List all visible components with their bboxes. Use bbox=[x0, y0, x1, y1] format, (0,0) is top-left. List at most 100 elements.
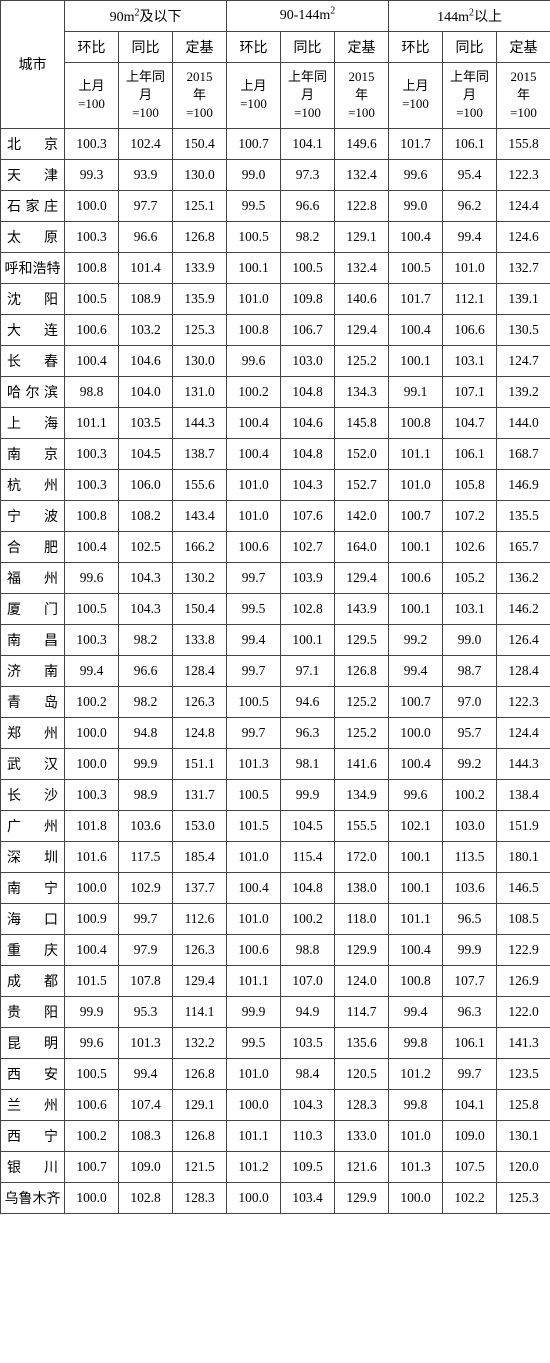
value-cell: 100.5 bbox=[281, 252, 335, 283]
table-row: 长沙100.398.9131.7100.599.9134.999.6100.21… bbox=[1, 779, 550, 810]
value-cell: 98.8 bbox=[65, 376, 119, 407]
value-cell: 101.0 bbox=[227, 469, 281, 500]
value-cell: 122.3 bbox=[497, 159, 550, 190]
value-cell: 100.8 bbox=[65, 500, 119, 531]
table-row: 海口100.999.7112.6101.0100.2118.0101.196.5… bbox=[1, 903, 550, 934]
value-cell: 100.2 bbox=[65, 1120, 119, 1151]
value-cell: 101.3 bbox=[389, 1151, 443, 1182]
table-row: 南昌100.398.2133.899.4100.1129.599.299.012… bbox=[1, 624, 550, 655]
city-cell: 北京 bbox=[1, 128, 65, 159]
value-cell: 112.1 bbox=[443, 283, 497, 314]
value-cell: 124.8 bbox=[173, 717, 227, 748]
value-cell: 109.5 bbox=[281, 1151, 335, 1182]
value-cell: 106.1 bbox=[443, 1027, 497, 1058]
value-cell: 143.9 bbox=[335, 593, 389, 624]
city-cell: 福州 bbox=[1, 562, 65, 593]
city-cell: 郑州 bbox=[1, 717, 65, 748]
value-cell: 99.6 bbox=[65, 1027, 119, 1058]
value-cell: 100.6 bbox=[227, 531, 281, 562]
header-sub: 定基 bbox=[497, 32, 550, 63]
value-cell: 101.7 bbox=[389, 128, 443, 159]
city-cell: 西安 bbox=[1, 1058, 65, 1089]
value-cell: 126.3 bbox=[173, 934, 227, 965]
city-cell: 呼和浩特 bbox=[1, 252, 65, 283]
value-cell: 113.5 bbox=[443, 841, 497, 872]
header-base: 上月=100 bbox=[65, 63, 119, 129]
value-cell: 129.5 bbox=[335, 624, 389, 655]
table-row: 南京100.3104.5138.7100.4104.8152.0101.1106… bbox=[1, 438, 550, 469]
value-cell: 98.8 bbox=[281, 934, 335, 965]
value-cell: 141.3 bbox=[497, 1027, 550, 1058]
header-sub: 环比 bbox=[65, 32, 119, 63]
value-cell: 101.7 bbox=[389, 283, 443, 314]
value-cell: 100.4 bbox=[389, 221, 443, 252]
value-cell: 100.3 bbox=[65, 128, 119, 159]
value-cell: 99.4 bbox=[119, 1058, 173, 1089]
city-cell: 大连 bbox=[1, 314, 65, 345]
value-cell: 101.0 bbox=[227, 903, 281, 934]
value-cell: 104.3 bbox=[281, 1089, 335, 1120]
value-cell: 135.9 bbox=[173, 283, 227, 314]
value-cell: 144.3 bbox=[173, 407, 227, 438]
value-cell: 155.6 bbox=[173, 469, 227, 500]
value-cell: 102.9 bbox=[119, 872, 173, 903]
value-cell: 100.3 bbox=[65, 779, 119, 810]
value-cell: 101.1 bbox=[227, 1120, 281, 1151]
value-cell: 101.2 bbox=[227, 1151, 281, 1182]
value-cell: 144.0 bbox=[497, 407, 550, 438]
table-row: 合肥100.4102.5166.2100.6102.7164.0100.1102… bbox=[1, 531, 550, 562]
value-cell: 146.5 bbox=[497, 872, 550, 903]
value-cell: 96.3 bbox=[281, 717, 335, 748]
value-cell: 180.1 bbox=[497, 841, 550, 872]
value-cell: 120.0 bbox=[497, 1151, 550, 1182]
value-cell: 152.7 bbox=[335, 469, 389, 500]
city-cell: 南昌 bbox=[1, 624, 65, 655]
value-cell: 132.4 bbox=[335, 252, 389, 283]
table-row: 哈尔滨98.8104.0131.0100.2104.8134.399.1107.… bbox=[1, 376, 550, 407]
value-cell: 98.2 bbox=[281, 221, 335, 252]
value-cell: 98.4 bbox=[281, 1058, 335, 1089]
value-cell: 100.5 bbox=[227, 779, 281, 810]
value-cell: 99.0 bbox=[443, 624, 497, 655]
value-cell: 118.0 bbox=[335, 903, 389, 934]
value-cell: 99.7 bbox=[227, 655, 281, 686]
table-row: 广州101.8103.6153.0101.5104.5155.5102.1103… bbox=[1, 810, 550, 841]
value-cell: 100.3 bbox=[65, 624, 119, 655]
table-row: 贵阳99.995.3114.199.994.9114.799.496.3122.… bbox=[1, 996, 550, 1027]
value-cell: 122.8 bbox=[335, 190, 389, 221]
value-cell: 101.8 bbox=[65, 810, 119, 841]
value-cell: 152.0 bbox=[335, 438, 389, 469]
value-cell: 104.5 bbox=[119, 438, 173, 469]
value-cell: 133.9 bbox=[173, 252, 227, 283]
value-cell: 100.1 bbox=[281, 624, 335, 655]
value-cell: 130.5 bbox=[497, 314, 550, 345]
value-cell: 99.5 bbox=[227, 190, 281, 221]
value-cell: 132.4 bbox=[335, 159, 389, 190]
city-cell: 长沙 bbox=[1, 779, 65, 810]
value-cell: 99.9 bbox=[443, 934, 497, 965]
value-cell: 131.7 bbox=[173, 779, 227, 810]
value-cell: 107.6 bbox=[281, 500, 335, 531]
value-cell: 100.0 bbox=[65, 872, 119, 903]
value-cell: 99.6 bbox=[389, 159, 443, 190]
city-cell: 厦门 bbox=[1, 593, 65, 624]
value-cell: 101.5 bbox=[227, 810, 281, 841]
city-cell: 重庆 bbox=[1, 934, 65, 965]
value-cell: 99.5 bbox=[227, 593, 281, 624]
value-cell: 102.8 bbox=[119, 1182, 173, 1213]
value-cell: 155.5 bbox=[335, 810, 389, 841]
city-cell: 昆明 bbox=[1, 1027, 65, 1058]
value-cell: 102.2 bbox=[443, 1182, 497, 1213]
city-cell: 青岛 bbox=[1, 686, 65, 717]
value-cell: 99.5 bbox=[227, 1027, 281, 1058]
value-cell: 107.8 bbox=[119, 965, 173, 996]
value-cell: 101.0 bbox=[227, 1058, 281, 1089]
value-cell: 100.1 bbox=[389, 593, 443, 624]
value-cell: 103.5 bbox=[119, 407, 173, 438]
value-cell: 99.7 bbox=[443, 1058, 497, 1089]
value-cell: 102.8 bbox=[281, 593, 335, 624]
value-cell: 100.5 bbox=[65, 283, 119, 314]
value-cell: 125.8 bbox=[497, 1089, 550, 1120]
value-cell: 117.5 bbox=[119, 841, 173, 872]
table-row: 厦门100.5104.3150.499.5102.8143.9100.1103.… bbox=[1, 593, 550, 624]
